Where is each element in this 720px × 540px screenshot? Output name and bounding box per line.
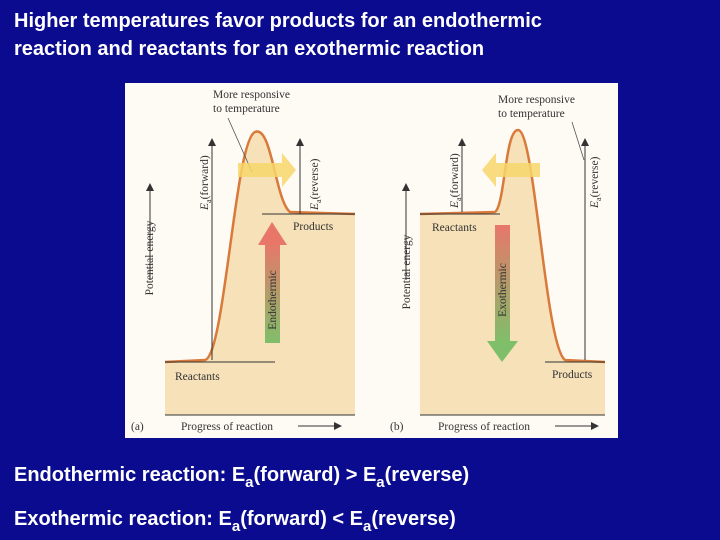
ea-reverse-label: Ea(reverse) — [589, 156, 603, 209]
caption-text: (forward) < E — [240, 508, 363, 530]
ea-forward-label: Ea(forward) — [449, 153, 463, 209]
note: More responsive — [498, 94, 575, 106]
panel-b: Potential energy Reactants Products Ea(f… — [390, 94, 606, 433]
caption-text: Endothermic reaction: E — [14, 464, 245, 486]
panel-tag: (b) — [390, 421, 404, 433]
note: More responsive — [213, 89, 290, 101]
caption-text: (forward) > E — [254, 464, 377, 486]
y-axis-label: Potential energy — [144, 220, 156, 295]
caption: Endothermic reaction: Ea(forward) > Ea(r… — [14, 464, 469, 491]
caption-sub: a — [245, 474, 254, 491]
ea-text: (forward) — [449, 153, 461, 197]
y-axis-label: Potential energy — [401, 234, 413, 309]
ea-symbol: E — [589, 201, 601, 209]
energy-curve — [419, 128, 606, 364]
caption-sub: a — [363, 518, 372, 535]
reaction-arrow-label: Endothermic — [267, 270, 279, 329]
level-label: Products — [552, 369, 593, 381]
ea-text: (reverse) — [309, 158, 321, 199]
reaction-arrow — [495, 225, 510, 343]
ea-sub: a — [594, 197, 603, 201]
note: to temperature — [498, 108, 565, 120]
level-label: Reactants — [175, 371, 220, 383]
ea-reverse-label: Ea(reverse) — [309, 158, 323, 211]
level-label: Reactants — [432, 222, 477, 234]
energy-area — [420, 130, 605, 415]
panel-a: Potential energy Reactants Products Ea(f… — [131, 89, 356, 433]
level-label: Products — [293, 221, 334, 233]
title-line: Higher temperatures favor products for a… — [14, 10, 542, 32]
ea-symbol: E — [309, 203, 321, 211]
reaction-arrow-label: Exothermic — [497, 263, 509, 317]
ea-text: (forward) — [199, 155, 211, 199]
ea-forward-label: Ea(forward) — [199, 155, 213, 211]
energy-curve — [164, 130, 356, 364]
x-axis-label: Progress of reaction — [438, 421, 530, 433]
temperature-arrow — [238, 153, 296, 187]
temperature-arrow — [482, 153, 540, 187]
reaction-arrow — [265, 243, 280, 343]
caption-text: (reverse) — [371, 508, 456, 530]
ea-symbol: E — [449, 201, 461, 209]
title-line: reaction and reactants for an exothermic… — [14, 38, 484, 60]
ea-sub: a — [204, 199, 213, 203]
panel-tag: (a) — [131, 421, 144, 433]
energy-area — [165, 131, 355, 415]
ea-sub: a — [314, 199, 323, 203]
reaction-arrow-head — [258, 222, 287, 245]
caption: Exothermic reaction: Ea(forward) < Ea(re… — [14, 508, 456, 535]
caption-sub: a — [232, 518, 241, 535]
x-axis-label: Progress of reaction — [181, 421, 273, 433]
caption-sub: a — [376, 474, 385, 491]
ea-text: (reverse) — [589, 156, 601, 197]
caption-text: Exothermic reaction: E — [14, 508, 232, 530]
caption-text: (reverse) — [385, 464, 470, 486]
note-pointer — [571, 121, 585, 161]
reaction-arrow-head — [487, 341, 518, 362]
ea-symbol: E — [199, 203, 211, 211]
ea-sub: a — [454, 197, 463, 201]
note: to temperature — [213, 103, 280, 115]
